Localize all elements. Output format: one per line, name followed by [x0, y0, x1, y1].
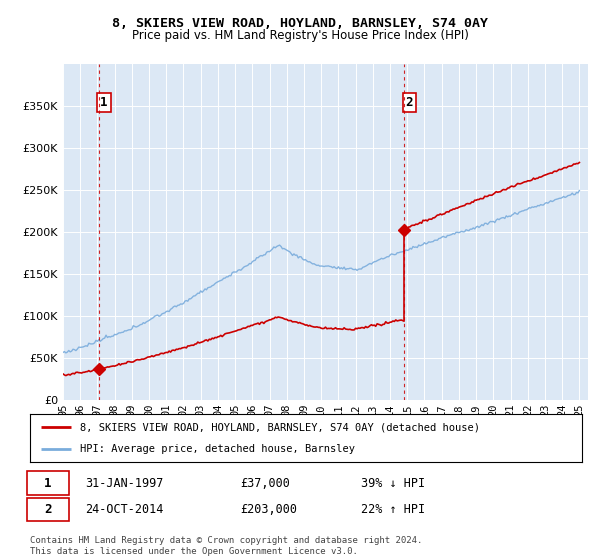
Text: 2: 2: [44, 503, 52, 516]
Text: 31-JAN-1997: 31-JAN-1997: [85, 477, 164, 489]
Text: 2: 2: [406, 96, 413, 109]
Text: 1: 1: [44, 477, 52, 489]
Text: 24-OCT-2014: 24-OCT-2014: [85, 503, 164, 516]
Text: 8, SKIERS VIEW ROAD, HOYLAND, BARNSLEY, S74 0AY: 8, SKIERS VIEW ROAD, HOYLAND, BARNSLEY, …: [112, 17, 488, 30]
Text: 39% ↓ HPI: 39% ↓ HPI: [361, 477, 425, 489]
Text: £203,000: £203,000: [240, 503, 297, 516]
Text: £37,000: £37,000: [240, 477, 290, 489]
Text: 8, SKIERS VIEW ROAD, HOYLAND, BARNSLEY, S74 0AY (detached house): 8, SKIERS VIEW ROAD, HOYLAND, BARNSLEY, …: [80, 422, 479, 432]
FancyBboxPatch shape: [27, 498, 68, 521]
FancyBboxPatch shape: [27, 472, 68, 495]
Text: HPI: Average price, detached house, Barnsley: HPI: Average price, detached house, Barn…: [80, 444, 355, 454]
Text: 1: 1: [100, 96, 108, 109]
Text: 22% ↑ HPI: 22% ↑ HPI: [361, 503, 425, 516]
Text: Price paid vs. HM Land Registry's House Price Index (HPI): Price paid vs. HM Land Registry's House …: [131, 29, 469, 43]
Text: Contains HM Land Registry data © Crown copyright and database right 2024.
This d: Contains HM Land Registry data © Crown c…: [30, 536, 422, 556]
